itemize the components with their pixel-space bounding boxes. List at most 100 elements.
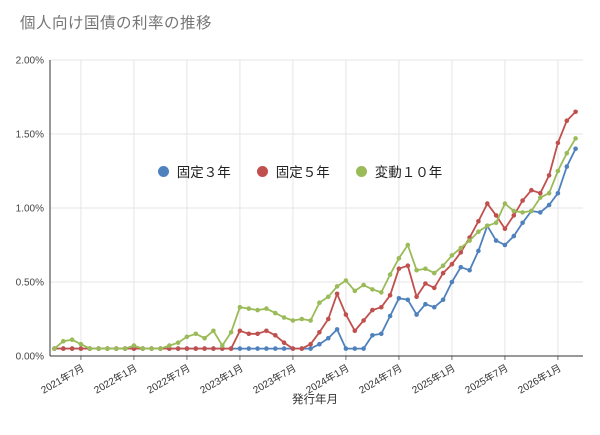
chart-title: 個人向け国債の利率の推移	[20, 15, 213, 32]
x-tick-label: 2024年1月	[304, 361, 352, 396]
data-point-kotei-5y	[379, 304, 384, 310]
data-point-hendo-10y	[432, 270, 437, 276]
data-point-hendo-10y	[538, 195, 543, 200]
data-point-hendo-10y	[96, 346, 101, 351]
data-point-kotei-5y	[440, 270, 446, 276]
data-point-kotei-3y	[255, 346, 260, 351]
data-point-hendo-10y	[69, 337, 75, 343]
data-point-hendo-10y	[414, 267, 419, 273]
data-point-kotei-5y	[237, 328, 243, 334]
data-point-hendo-10y	[467, 238, 472, 243]
data-point-hendo-10y	[529, 208, 534, 214]
data-point-kotei-3y	[449, 279, 455, 285]
data-point-kotei-3y	[361, 346, 366, 351]
data-point-hendo-10y	[449, 253, 455, 258]
data-point-hendo-10y	[281, 315, 287, 320]
data-point-hendo-10y	[423, 266, 428, 272]
y-tick-label: 2.00%	[16, 56, 44, 67]
data-point-kotei-5y	[564, 118, 570, 123]
data-point-kotei-3y	[308, 346, 313, 351]
data-point-kotei-5y	[326, 316, 331, 322]
data-point-kotei-5y	[78, 346, 84, 351]
data-point-kotei-3y	[237, 346, 243, 351]
data-point-hendo-10y	[264, 306, 269, 311]
grid-layer	[50, 59, 583, 357]
data-point-hendo-10y	[61, 338, 66, 344]
data-point-kotei-3y	[414, 312, 419, 317]
data-point-hendo-10y	[370, 287, 375, 292]
data-point-kotei-5y	[573, 109, 578, 115]
data-point-hendo-10y	[379, 290, 384, 295]
data-point-hendo-10y	[78, 341, 84, 347]
data-point-hendo-10y	[440, 263, 446, 269]
data-point-kotei-5y	[476, 219, 481, 224]
series-line-kotei-3y	[53, 147, 577, 350]
data-point-kotei-3y	[538, 210, 543, 215]
data-point-kotei-5y	[396, 266, 402, 272]
data-point-hendo-10y	[352, 288, 358, 294]
data-point-kotei-5y	[255, 331, 260, 337]
data-point-hendo-10y	[228, 330, 234, 335]
data-point-hendo-10y	[246, 306, 252, 311]
data-point-hendo-10y	[175, 340, 181, 346]
data-point-kotei-3y	[423, 301, 428, 307]
data-point-hendo-10y	[122, 346, 128, 351]
data-point-kotei-3y	[343, 346, 349, 351]
data-point-hendo-10y	[396, 255, 402, 261]
data-point-kotei-3y	[246, 346, 252, 351]
data-point-kotei-3y	[476, 248, 481, 254]
data-point-kotei-3y	[573, 146, 578, 152]
data-point-kotei-5y	[246, 331, 252, 337]
data-point-kotei-3y	[440, 297, 446, 303]
data-point-kotei-3y	[379, 331, 384, 337]
data-point-kotei-3y	[405, 297, 411, 303]
data-point-hendo-10y	[326, 294, 331, 300]
data-point-kotei-5y	[361, 318, 366, 323]
data-point-kotei-3y	[458, 264, 464, 270]
data-point-kotei-5y	[485, 201, 490, 206]
data-point-hendo-10y	[149, 346, 154, 351]
data-point-hendo-10y	[564, 150, 570, 156]
data-point-kotei-5y	[202, 346, 207, 351]
data-point-kotei-5y	[546, 173, 552, 178]
data-point-kotei-5y	[511, 213, 517, 218]
data-point-kotei-3y	[546, 202, 552, 208]
data-point-kotei-5y	[317, 330, 322, 335]
data-point-hendo-10y	[211, 328, 216, 334]
data-point-kotei-5y	[555, 140, 561, 146]
x-tick-label: 2022年1月	[92, 361, 140, 396]
data-point-hendo-10y	[546, 190, 552, 196]
data-point-kotei-5y	[370, 307, 375, 313]
x-tick-label: 2023年7月	[251, 361, 299, 396]
data-point-kotei-5y	[334, 291, 340, 297]
data-point-kotei-5y	[193, 346, 199, 351]
data-point-hendo-10y	[237, 304, 243, 310]
data-point-hendo-10y	[308, 318, 313, 323]
data-point-hendo-10y	[502, 201, 508, 206]
data-point-hendo-10y	[193, 331, 199, 337]
data-point-hendo-10y	[485, 223, 490, 229]
data-point-kotei-3y	[387, 313, 393, 319]
data-point-hendo-10y	[114, 346, 119, 351]
series-layer	[52, 109, 578, 351]
data-point-hendo-10y	[317, 300, 322, 306]
data-point-kotei-3y	[520, 220, 525, 226]
data-point-kotei-3y	[334, 327, 340, 332]
data-point-hendo-10y	[290, 318, 296, 323]
data-point-kotei-3y	[555, 190, 561, 196]
data-point-kotei-5y	[211, 346, 216, 351]
x-tick-label: 2021年7月	[39, 361, 87, 396]
data-point-hendo-10y	[405, 242, 411, 248]
data-point-hendo-10y	[343, 278, 349, 283]
data-point-kotei-5y	[493, 213, 499, 218]
data-point-hendo-10y	[158, 346, 163, 351]
data-point-kotei-5y	[228, 346, 234, 351]
data-point-kotei-5y	[264, 328, 269, 334]
axis-layer: 0.00%0.50%1.00%1.50%2.00%2021年7月 2022年1月 2…	[16, 56, 583, 397]
data-point-kotei-5y	[308, 341, 313, 347]
data-point-kotei-3y	[370, 333, 375, 338]
data-point-kotei-3y	[502, 242, 508, 248]
y-tick-label: 1.50%	[16, 130, 44, 141]
